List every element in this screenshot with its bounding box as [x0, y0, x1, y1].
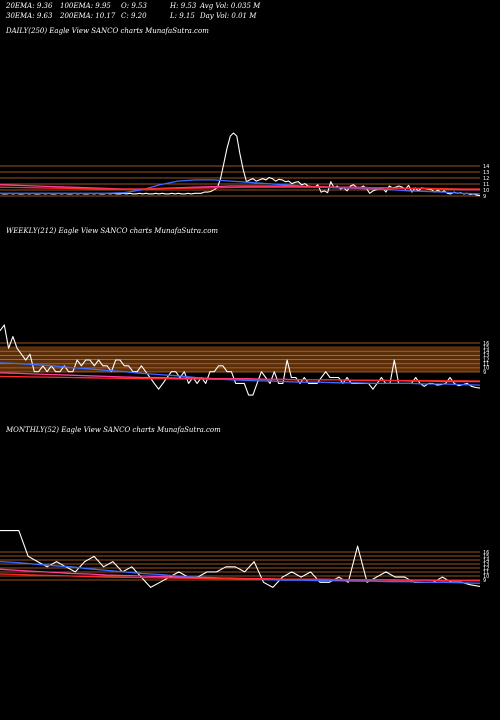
daily-level-tick: 11: [483, 182, 489, 188]
header-day-vol: Day Vol: 0.01 M: [200, 12, 257, 20]
weekly-level-tick: 10: [483, 366, 489, 372]
weekly-level-tick: 14: [483, 349, 489, 355]
monthly-level-tick: 9: [483, 578, 486, 584]
daily-level-tick: 12: [483, 176, 489, 182]
daily-ema_red-line: [0, 186, 480, 190]
monthly-panel-title: MONTHLY(52) Eagle View SANCO charts Muna…: [6, 426, 221, 434]
monthly-level-tick: 13: [483, 562, 489, 568]
weekly-ema_red-line: [0, 375, 481, 382]
daily-level-tick: 13: [483, 170, 489, 176]
header-200ema: 200EMA: 10.17: [60, 12, 116, 20]
daily-ema_blue-line: [0, 179, 481, 195]
monthly-level-tick: 14: [483, 558, 489, 564]
weekly-ema_blue-line: [0, 362, 481, 386]
header-avg-vol: Avg Vol: 0.035 M: [200, 2, 261, 10]
header-30ema: 30EMA: 9.63: [6, 12, 53, 20]
header-20ema: 20EMA: 9.36: [6, 2, 53, 10]
monthly-level-tick: 16: [483, 550, 489, 556]
daily-level-tick: 10: [483, 188, 489, 194]
daily-level-tick: 9: [483, 194, 486, 200]
header-open: O: 9.53: [121, 2, 147, 10]
header-high: H: 9.53: [170, 2, 197, 10]
monthly-level-tick: 12: [483, 566, 489, 572]
weekly-level-tick: 13: [483, 353, 489, 359]
monthly-level-tick: 10: [483, 574, 489, 580]
weekly-level-tick: 12: [483, 357, 489, 363]
daily-panel-title: DAILY(250) Eagle View SANCO charts Munaf…: [6, 27, 209, 35]
header-close: C: 9.20: [121, 12, 147, 20]
monthly-level-tick: 11: [483, 570, 489, 576]
monthly-price-line: [0, 530, 481, 588]
header-low: L: 9.15: [170, 12, 195, 20]
daily-level-tick: 14: [483, 164, 489, 170]
weekly-level-tick: 16: [483, 341, 489, 347]
weekly-level-tick: 15: [483, 345, 489, 351]
weekly-level-tick: 11: [483, 362, 489, 368]
monthly-ema_red-line: [0, 573, 480, 581]
monthly-level-tick: 15: [483, 554, 489, 560]
weekly-level-tick: 9: [483, 370, 486, 376]
header-100ema: 100EMA: 9.95: [60, 2, 111, 10]
weekly-panel-title: WEEKLY(212) Eagle View SANCO charts Muna…: [6, 227, 219, 235]
